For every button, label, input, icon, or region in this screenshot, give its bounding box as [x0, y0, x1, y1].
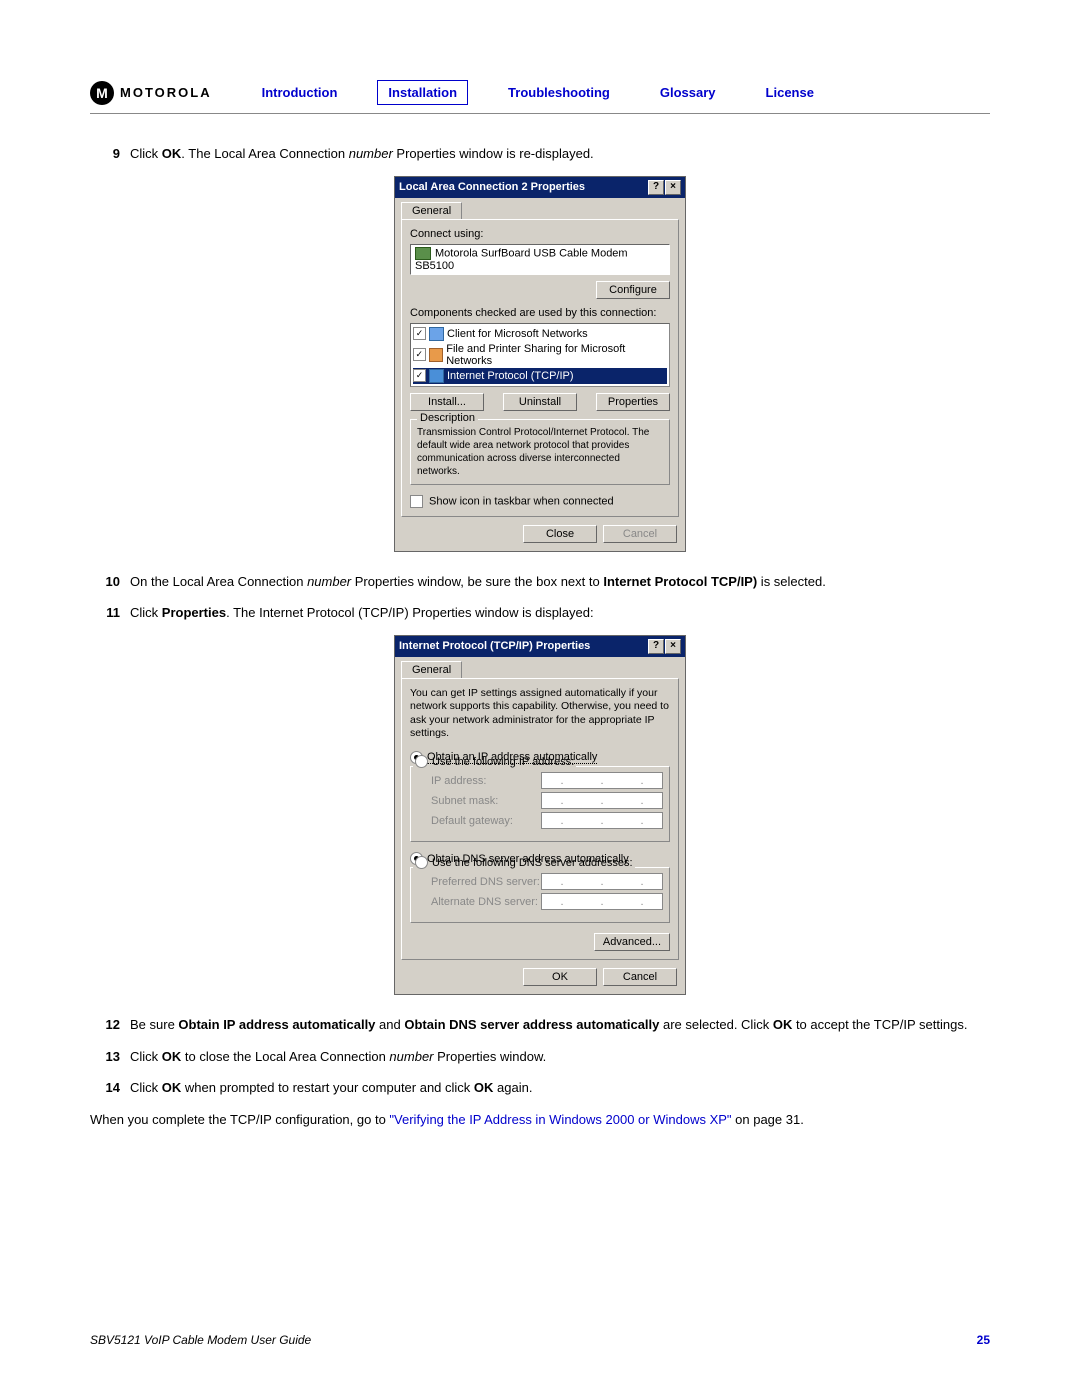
step-number: 11 [90, 603, 130, 623]
configure-button[interactable]: Configure [596, 281, 670, 299]
list-item[interactable]: ✓ File and Printer Sharing for Microsoft… [413, 342, 667, 368]
guide-title: SBV5121 VoIP Cable Modem User Guide [90, 1333, 311, 1347]
step-text: Click OK when prompted to restart your c… [130, 1078, 990, 1098]
ip-input[interactable]: ... [541, 812, 663, 829]
ok-button[interactable]: OK [523, 968, 597, 986]
preferred-dns-row: Preferred DNS server: ... [431, 873, 663, 890]
step-11: 11 Click Properties. The Internet Protoc… [90, 603, 990, 623]
ip-address-row: IP address: ... [431, 772, 663, 789]
step-number: 9 [90, 144, 130, 164]
show-icon-row[interactable]: Show icon in taskbar when connected [410, 495, 670, 508]
brand-text: MOTOROLA [120, 85, 212, 100]
tab-general[interactable]: General [401, 661, 462, 678]
lan-properties-dialog: Local Area Connection 2 Properties ? × G… [394, 176, 686, 552]
subnet-row: Subnet mask: ... [431, 792, 663, 809]
checkbox-icon[interactable] [410, 495, 423, 508]
step-10: 10 On the Local Area Connection number P… [90, 572, 990, 592]
adapter-field: Motorola SurfBoard USB Cable Modem SB510… [410, 244, 670, 275]
cancel-button[interactable]: Cancel [603, 968, 677, 986]
description-text: Transmission Control Protocol/Internet P… [417, 426, 663, 478]
list-item-selected[interactable]: ✓ Internet Protocol (TCP/IP) [413, 368, 667, 384]
close-icon[interactable]: × [665, 639, 681, 654]
manual-ip-group: Use the following IP address: IP address… [410, 766, 670, 842]
tcpip-icon [429, 369, 444, 383]
motorola-icon: M [90, 81, 114, 105]
network-adapter-icon [415, 247, 431, 260]
radio-use-following-ip[interactable]: Use the following IP address: [413, 755, 576, 768]
client-icon [429, 327, 444, 341]
alternate-dns-row: Alternate DNS server: ... [431, 893, 663, 910]
intro-text: You can get IP settings assigned automat… [410, 687, 670, 742]
radio-use-following-dns[interactable]: Use the following DNS server addresses: [413, 856, 635, 869]
dialog-titlebar: Local Area Connection 2 Properties ? × [395, 177, 685, 198]
checkbox-icon[interactable]: ✓ [413, 327, 426, 340]
step-13: 13 Click OK to close the Local Area Conn… [90, 1047, 990, 1067]
page-number: 25 [977, 1333, 990, 1347]
dialog-titlebar: Internet Protocol (TCP/IP) Properties ? … [395, 636, 685, 657]
step-text: Be sure Obtain IP address automatically … [130, 1015, 990, 1035]
brand-logo: M MOTOROLA [90, 81, 212, 105]
step-text: Click Properties. The Internet Protocol … [130, 603, 990, 623]
list-item[interactable]: ✓ Client for Microsoft Networks [413, 326, 667, 342]
step-number: 12 [90, 1015, 130, 1035]
nav-glossary[interactable]: Glossary [650, 81, 726, 104]
step-number: 14 [90, 1078, 130, 1098]
printer-share-icon [429, 348, 444, 362]
step-14: 14 Click OK when prompted to restart you… [90, 1078, 990, 1098]
description-fieldset: Description Transmission Control Protoco… [410, 419, 670, 485]
tab-general[interactable]: General [401, 202, 462, 219]
components-label: Components checked are used by this conn… [410, 307, 670, 319]
page-container: M MOTOROLA Introduction Installation Tro… [0, 0, 1080, 1397]
dialog-title-text: Internet Protocol (TCP/IP) Properties [399, 640, 590, 652]
description-legend: Description [417, 412, 478, 424]
ip-input[interactable]: ... [541, 873, 663, 890]
step-9: 9 Click OK. The Local Area Connection nu… [90, 144, 990, 164]
step-text: Click OK. The Local Area Connection numb… [130, 144, 990, 164]
close-button[interactable]: Close [523, 525, 597, 543]
cross-reference-link[interactable]: "Verifying the IP Address in Windows 200… [389, 1112, 731, 1127]
step-12: 12 Be sure Obtain IP address automatical… [90, 1015, 990, 1035]
components-list[interactable]: ✓ Client for Microsoft Networks ✓ File a… [410, 323, 670, 387]
ip-input[interactable]: ... [541, 893, 663, 910]
radio-icon[interactable] [415, 755, 428, 768]
checkbox-icon[interactable]: ✓ [413, 348, 426, 361]
cancel-button[interactable]: Cancel [603, 525, 677, 543]
tcpip-properties-dialog: Internet Protocol (TCP/IP) Properties ? … [394, 635, 686, 996]
install-button[interactable]: Install... [410, 393, 484, 411]
closing-paragraph: When you complete the TCP/IP configurati… [90, 1110, 990, 1130]
properties-button[interactable]: Properties [596, 393, 670, 411]
step-number: 10 [90, 572, 130, 592]
uninstall-button[interactable]: Uninstall [503, 393, 577, 411]
manual-dns-group: Use the following DNS server addresses: … [410, 867, 670, 923]
page-footer: SBV5121 VoIP Cable Modem User Guide 25 [90, 1333, 990, 1347]
close-icon[interactable]: × [665, 180, 681, 195]
nav-license[interactable]: License [756, 81, 824, 104]
page-header: M MOTOROLA Introduction Installation Tro… [90, 80, 990, 114]
help-icon[interactable]: ? [648, 639, 664, 654]
step-text: Click OK to close the Local Area Connect… [130, 1047, 990, 1067]
step-text: On the Local Area Connection number Prop… [130, 572, 990, 592]
ip-input[interactable]: ... [541, 772, 663, 789]
step-number: 13 [90, 1047, 130, 1067]
ip-input[interactable]: ... [541, 792, 663, 809]
dialog-title-text: Local Area Connection 2 Properties [399, 181, 585, 193]
nav-installation[interactable]: Installation [377, 80, 468, 105]
checkbox-icon[interactable]: ✓ [413, 369, 426, 382]
advanced-button[interactable]: Advanced... [594, 933, 670, 951]
nav-introduction[interactable]: Introduction [252, 81, 348, 104]
help-icon[interactable]: ? [648, 180, 664, 195]
nav-troubleshooting[interactable]: Troubleshooting [498, 81, 620, 104]
radio-icon[interactable] [415, 856, 428, 869]
gateway-row: Default gateway: ... [431, 812, 663, 829]
connect-using-label: Connect using: [410, 228, 670, 240]
